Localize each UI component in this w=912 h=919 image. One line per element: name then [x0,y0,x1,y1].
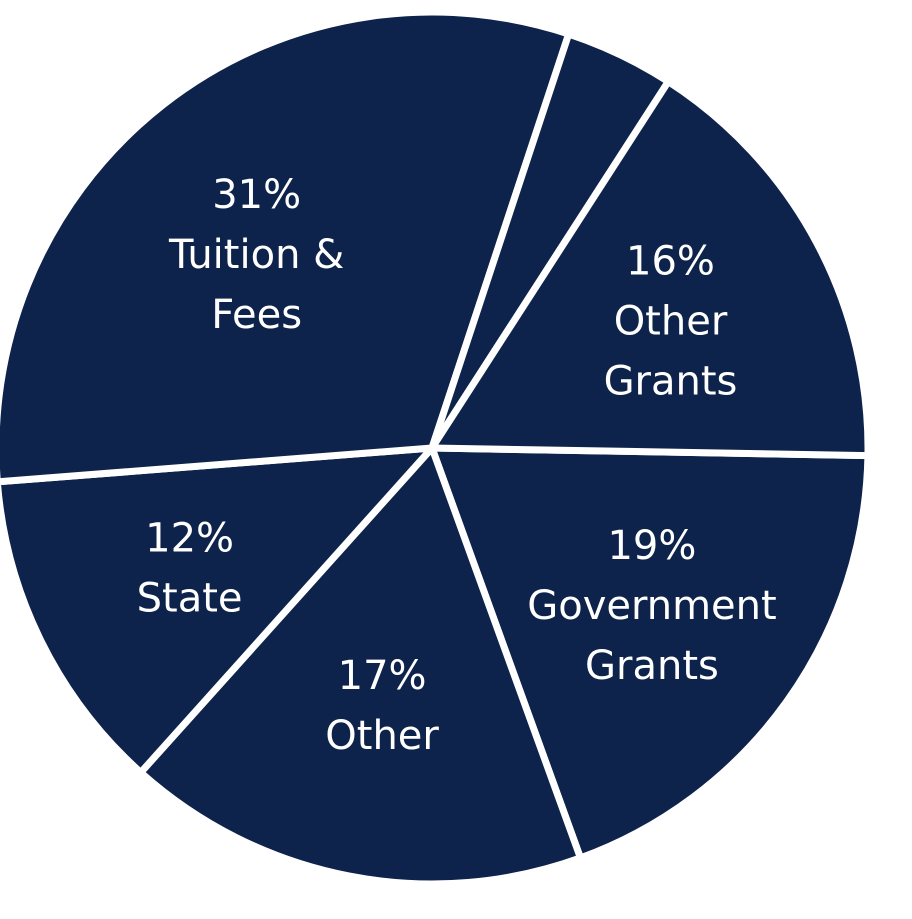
pie-slice-label-line: Tuition & [168,232,344,278]
pie-slice-label-2: 12% State [137,516,243,622]
pie-slice-label-5: 16% Other Grants [604,239,738,405]
pie-slice-label-line: Other [614,299,728,345]
pie-slice-label-line: 31% [212,172,301,218]
pie-labels: 19% Government Grants 17% Other 12% State 31% Tu… [137,172,777,759]
pie-slice-label-line: Grants [585,643,719,689]
pie-slice-label-line: Grants [604,359,738,405]
pie-slice-label-1: 17% Other [325,653,439,759]
pie-slice-label-line: 19% [607,523,696,569]
pie-slice-2 [0,443,441,778]
pie-slice-label-line: 17% [338,653,427,699]
pie-slice-label-3: 31% Tuition & Fees [168,172,344,338]
pie-slice-1 [135,441,585,888]
pie-slice-label-line: Fees [211,292,302,338]
pie-slice-label-line: Other [325,713,439,759]
pie-slices [0,8,872,888]
pie-slice-3 [0,8,574,486]
pie-slice-label-0: 19% Government Grants [527,523,776,689]
pie-slice-label-line: Government [527,583,776,629]
pie-slice-label-line: State [137,576,243,622]
pie-slice-5 [425,76,872,460]
pie-slice-label-line: 16% [626,239,715,285]
pie-slice-label-line: 12% [145,516,234,562]
pie-slice-0 [426,444,872,863]
